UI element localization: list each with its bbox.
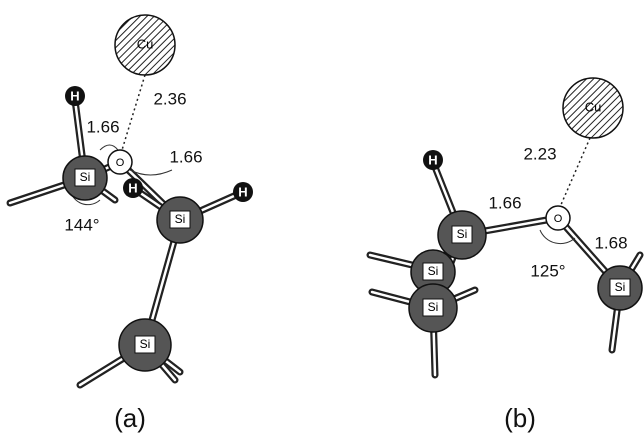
- panel-b: Cu H Si O Si Si Si 2.23 1.66 125° 1.68 (…: [370, 78, 642, 433]
- atom-label: Si: [175, 212, 186, 226]
- atom-label: O: [554, 213, 563, 225]
- atom-label: Si: [457, 227, 468, 241]
- distance-label: 1.66: [488, 193, 521, 212]
- atom-label: H: [128, 180, 137, 195]
- atom-label: O: [116, 157, 125, 169]
- angle-label: 144°: [64, 215, 99, 234]
- atom-label: Si: [428, 264, 439, 278]
- atom-label: H: [428, 152, 437, 167]
- atom-label: H: [238, 184, 247, 199]
- atom-label: Si: [140, 337, 151, 351]
- atom-label: Cu: [137, 36, 154, 51]
- panel-a: Cu H Si O H Si H Si 2.36 1.66 1.66 144° …: [10, 15, 253, 433]
- angle-arc: [100, 145, 118, 150]
- atom-label: Si: [615, 280, 626, 294]
- panel-caption: (b): [504, 403, 536, 433]
- distance-label: 1.66: [169, 147, 202, 166]
- distance-label: 1.66: [86, 117, 119, 136]
- atom-label: Si: [428, 300, 439, 314]
- atom-label: Si: [80, 170, 91, 184]
- cu-o-contact: [122, 75, 145, 150]
- atom-label: Cu: [585, 99, 602, 114]
- distance-label: 2.23: [523, 144, 556, 163]
- diagram: Cu H Si O H Si H Si 2.36 1.66 1.66 144° …: [0, 0, 644, 443]
- atom-label: H: [70, 88, 79, 103]
- angle-label: 125°: [530, 261, 565, 280]
- distance-label: 2.36: [153, 89, 186, 108]
- distance-label: 1.68: [594, 233, 627, 252]
- panel-caption: (a): [114, 403, 146, 433]
- cu-o-contact: [560, 138, 590, 207]
